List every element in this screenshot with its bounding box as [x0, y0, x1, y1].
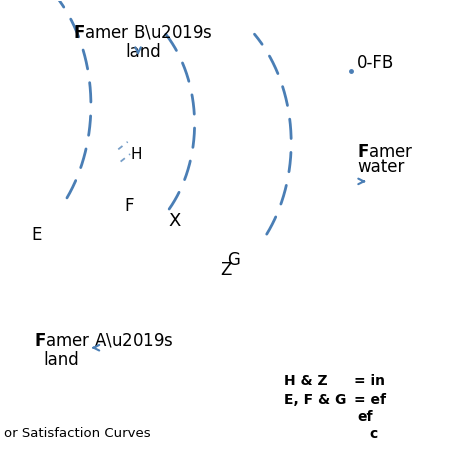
Text: E: E: [31, 226, 41, 244]
Text: F: F: [124, 197, 133, 215]
Text: $\mathbf{F}$amer B\u2019s: $\mathbf{F}$amer B\u2019s: [73, 23, 213, 41]
Text: c: c: [369, 427, 377, 441]
Text: = ef: = ef: [354, 392, 386, 407]
Text: land: land: [44, 350, 80, 368]
Text: ef: ef: [357, 410, 373, 424]
Text: H & Z: H & Z: [284, 374, 328, 388]
Text: = in: = in: [354, 374, 385, 388]
Text: Z: Z: [220, 261, 232, 279]
Text: G: G: [227, 251, 239, 269]
Text: land: land: [125, 43, 161, 61]
Text: $\mathbf{F}$amer A\u2019s: $\mathbf{F}$amer A\u2019s: [35, 332, 174, 350]
Text: E, F & G: E, F & G: [284, 392, 346, 407]
Text: water: water: [357, 158, 404, 176]
Text: $\mathbf{F}$amer: $\mathbf{F}$amer: [357, 143, 414, 161]
Text: H: H: [131, 147, 143, 162]
Text: or Satisfaction Curves: or Satisfaction Curves: [4, 427, 150, 440]
Text: 0-FB: 0-FB: [357, 54, 394, 72]
Text: X: X: [169, 211, 181, 229]
